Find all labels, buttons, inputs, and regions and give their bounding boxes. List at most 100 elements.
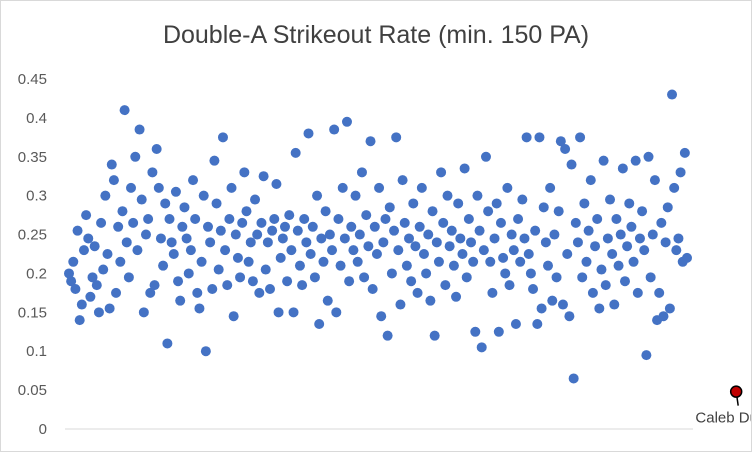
data-point [495,217,506,228]
data-point [104,303,115,314]
data-point [85,291,96,302]
data-point [564,311,575,322]
data-point [675,167,686,178]
data-point [215,225,226,236]
y-tick-label: 0.45 [18,71,47,88]
data-point [406,276,417,287]
data-point [401,260,412,271]
data-point [517,194,528,205]
data-point [549,229,560,240]
data-point [188,175,199,186]
data-point [369,221,380,232]
data-point [641,350,652,361]
data-point [346,221,357,232]
data-point [515,256,526,267]
data-point [290,147,301,158]
data-point [487,287,498,298]
data-point [250,194,261,205]
data-point [626,221,637,232]
data-point [378,237,389,248]
data-point [418,249,429,259]
data-point [609,299,620,310]
data-point [344,276,355,287]
data-point [297,280,308,291]
data-point [209,155,220,166]
data-point [630,155,641,166]
data-point [312,190,323,201]
data-point [68,256,79,267]
data-point [429,330,440,341]
data-point [380,214,391,224]
data-point [504,280,515,291]
data-point [140,229,151,240]
data-point [374,182,385,193]
data-point [408,198,419,209]
data-point [177,221,188,232]
data-point [622,241,633,252]
data-point [267,225,278,236]
data-point [628,256,639,267]
data-point [553,206,564,217]
data-point [115,256,126,267]
data-point [498,252,509,263]
data-point [451,291,462,302]
data-point [76,299,87,310]
data-point [510,319,521,329]
data-point [279,221,290,232]
data-point [491,198,502,209]
data-point [457,249,468,259]
data-point [455,233,466,244]
data-point [607,249,618,259]
data-point [671,245,682,256]
y-tick-label: 0 [39,421,47,438]
data-point [318,256,329,267]
data-point [519,233,530,244]
data-point [309,272,320,283]
data-point [81,210,92,221]
data-point [590,241,601,252]
data-point [333,214,344,224]
data-point [474,225,485,236]
data-point [117,206,128,217]
data-point [200,346,211,357]
data-point [470,326,481,337]
data-point [502,182,513,193]
data-point [384,202,395,213]
data-point [600,280,611,291]
data-point [329,124,340,135]
data-point [483,206,494,217]
data-point [275,252,286,263]
data-point [292,225,303,236]
data-point [74,315,85,326]
data-point [592,214,603,224]
data-point [322,295,333,306]
data-point [624,198,635,209]
data-point [245,237,256,248]
data-point [220,245,231,256]
data-point [399,217,410,228]
data-point [444,241,455,252]
data-point [673,233,684,244]
data-point [119,105,130,116]
axis-layer: 0 0.05 0.1 0.15 0.2 0.25 0.3 0.35 0.4 0.45 [18,71,693,438]
data-point [427,206,438,217]
data-point [128,217,139,228]
data-point [560,144,571,154]
data-point [382,330,393,341]
data-point [634,233,645,244]
data-point [480,151,491,162]
data-point [132,245,143,256]
data-point [316,233,327,244]
data-point [433,256,444,267]
highlight-layer: Caleb Durbin [695,385,751,427]
data-point [416,182,427,193]
data-point [160,198,171,209]
data-point [222,280,233,291]
data-point [89,241,100,252]
data-point [446,225,457,236]
data-point [143,214,154,224]
data-point [468,256,479,267]
data-point [521,132,532,143]
